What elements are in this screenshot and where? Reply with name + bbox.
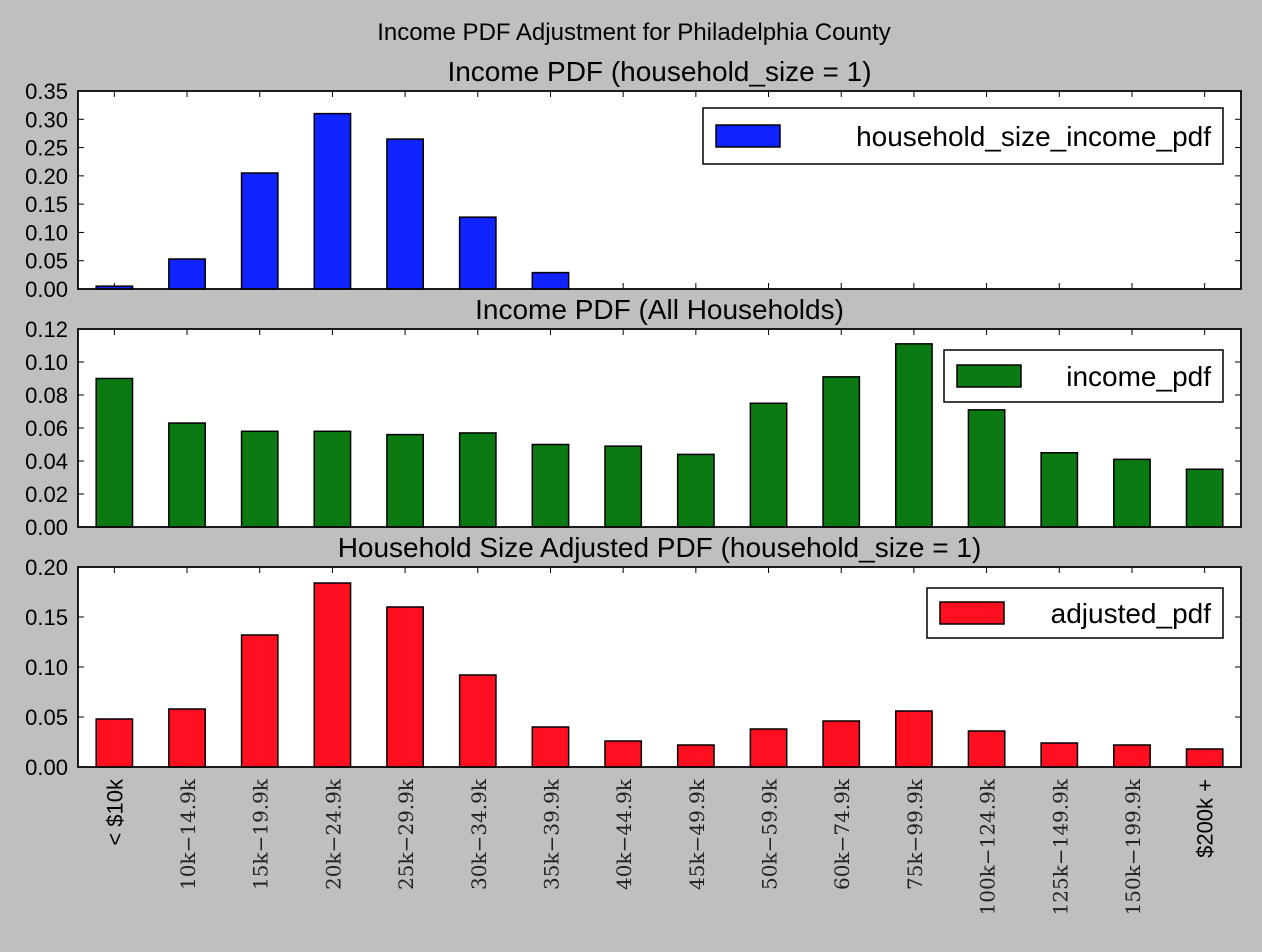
chart-panels: Income PDF (household_size = 1) 0.00 0.05 0… bbox=[25, 56, 1242, 780]
bar bbox=[386, 433, 425, 528]
y-tick-label: 0.00 bbox=[25, 277, 68, 302]
bar bbox=[240, 172, 279, 290]
bar bbox=[822, 720, 861, 768]
y-tick-label: 0.05 bbox=[25, 249, 68, 274]
bar bbox=[1113, 744, 1151, 768]
y-tick-label: 0.25 bbox=[25, 136, 68, 161]
y-tick-label: 0.20 bbox=[25, 164, 68, 189]
x-tick-label: $200k + bbox=[1193, 779, 1218, 858]
bar bbox=[313, 430, 352, 528]
bar bbox=[749, 728, 788, 768]
x-tick-label: 20k−24.9k bbox=[321, 778, 345, 890]
bar bbox=[604, 445, 643, 528]
bar bbox=[676, 453, 715, 528]
plot-frame bbox=[77, 566, 1242, 768]
bar bbox=[386, 606, 425, 768]
bar bbox=[168, 258, 206, 290]
bar bbox=[1040, 742, 1079, 768]
bar bbox=[313, 582, 352, 768]
bar bbox=[168, 708, 206, 768]
y-tick-label: 0.10 bbox=[25, 220, 68, 245]
legend: household_size_income_pdf bbox=[702, 107, 1224, 165]
bar bbox=[240, 430, 279, 528]
x-tick-label: 100k−124.9k bbox=[976, 778, 1000, 915]
legend-swatch bbox=[939, 601, 1005, 625]
bar bbox=[458, 432, 497, 528]
bar bbox=[240, 634, 279, 768]
legend-label: income_pdf bbox=[1066, 361, 1211, 392]
x-tick-label: 150k−199.9k bbox=[1121, 778, 1145, 915]
bar bbox=[894, 343, 933, 528]
bar bbox=[1113, 458, 1151, 528]
y-tick-label: 0.10 bbox=[25, 350, 68, 375]
x-tick-label: 40k−44.9k bbox=[612, 778, 636, 890]
bar bbox=[749, 402, 788, 528]
x-tick-label: 60k−74.9k bbox=[830, 778, 854, 890]
plot-frame bbox=[77, 328, 1242, 528]
x-tick-labels: < $10k 10k−14.9k 15k−19.9k 20k−24.9k 25k−29.… bbox=[102, 778, 1217, 915]
figure-title: Income PDF Adjustment for Philadelphia C… bbox=[377, 19, 891, 46]
legend-label: household_size_income_pdf bbox=[856, 121, 1211, 152]
chart-panel-3: Household Size Adjusted PDF (household_s… bbox=[25, 532, 1242, 780]
bar bbox=[95, 718, 134, 768]
chart-panel-2: Income PDF (All Households) 0.00 0.02 0.04 0… bbox=[25, 294, 1242, 540]
x-tick-label: 125k−149.9k bbox=[1048, 778, 1072, 915]
y-tick-label: 0.15 bbox=[25, 192, 68, 217]
legend: adjusted_pdf bbox=[926, 587, 1224, 639]
y-tick-label: 0.00 bbox=[25, 515, 68, 540]
bar bbox=[1185, 468, 1224, 528]
x-tick-label: 75k−99.9k bbox=[903, 778, 927, 890]
legend-box bbox=[702, 107, 1224, 165]
legend-swatch bbox=[715, 124, 781, 148]
y-tick-label: 0.00 bbox=[25, 755, 68, 780]
x-tick-label: 50k−59.9k bbox=[758, 778, 782, 890]
bar bbox=[168, 422, 206, 528]
x-tick-label: 10k−14.9k bbox=[176, 778, 200, 890]
plot-frame bbox=[77, 90, 1242, 290]
chart-title: Income PDF (All Households) bbox=[475, 294, 844, 325]
bar bbox=[967, 409, 1006, 528]
legend-swatch bbox=[956, 364, 1022, 388]
legend: income_pdf bbox=[943, 349, 1224, 403]
bar bbox=[1185, 748, 1224, 768]
y-tick-label: 0.30 bbox=[25, 107, 68, 132]
bar bbox=[95, 377, 134, 528]
chart-panel-1: Income PDF (household_size = 1) 0.00 0.05 0… bbox=[25, 56, 1242, 302]
bar bbox=[676, 744, 715, 768]
y-tick-label: 0.12 bbox=[25, 317, 68, 342]
bar bbox=[604, 740, 643, 768]
bar bbox=[458, 216, 497, 290]
legend-label: adjusted_pdf bbox=[1051, 598, 1212, 629]
y-tick-label: 0.10 bbox=[25, 655, 68, 680]
x-tick-label: 35k−39.9k bbox=[539, 778, 563, 890]
y-tick-label: 0.06 bbox=[25, 416, 68, 441]
y-tick-label: 0.08 bbox=[25, 383, 68, 408]
bar bbox=[822, 376, 861, 528]
x-tick-label: < $10k bbox=[102, 778, 127, 846]
y-tick-label: 0.05 bbox=[25, 705, 68, 730]
chart-title: Income PDF (household_size = 1) bbox=[447, 56, 871, 87]
x-tick-label: 15k−19.9k bbox=[249, 778, 273, 890]
bar bbox=[531, 443, 570, 528]
x-tick-label: 25k−29.9k bbox=[394, 778, 418, 890]
bar bbox=[313, 112, 352, 290]
bar bbox=[531, 271, 570, 290]
bar bbox=[531, 726, 570, 768]
bar bbox=[386, 138, 425, 290]
y-tick-label: 0.04 bbox=[25, 449, 68, 474]
bar bbox=[967, 730, 1006, 768]
x-tick-label: 45k−49.9k bbox=[685, 778, 709, 890]
bar bbox=[894, 710, 933, 768]
bar bbox=[458, 674, 497, 768]
bar bbox=[1040, 452, 1079, 528]
y-tick-label: 0.02 bbox=[25, 482, 68, 507]
y-tick-label: 0.35 bbox=[25, 79, 68, 104]
chart-title: Household Size Adjusted PDF (household_s… bbox=[338, 532, 982, 563]
x-tick-label: 30k−34.9k bbox=[467, 778, 491, 890]
y-tick-label: 0.15 bbox=[25, 605, 68, 630]
y-tick-label: 0.20 bbox=[25, 555, 68, 580]
